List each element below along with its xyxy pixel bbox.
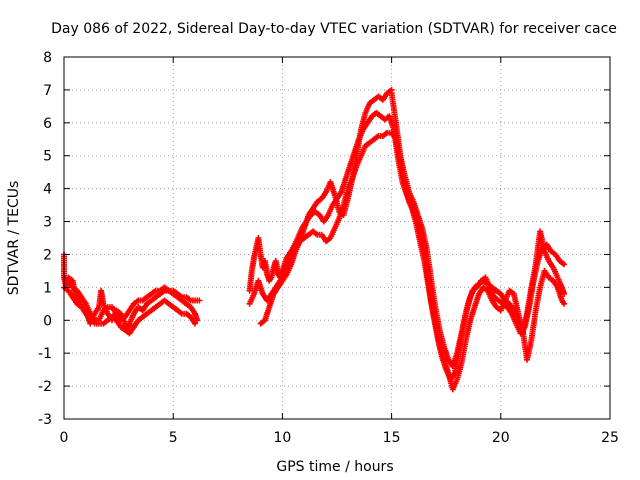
y-tick-label: 0 (43, 313, 52, 329)
y-tick-label: 3 (43, 215, 52, 231)
data-point (196, 297, 203, 304)
chart-title: Day 086 of 2022, Sidereal Day-to-day VTE… (51, 21, 617, 37)
plot-frame (63, 56, 611, 420)
x-tick-label: 0 (60, 430, 69, 446)
x-tick-label: 15 (383, 430, 401, 446)
y-tick-label: 6 (43, 116, 52, 132)
y-tick-label: -2 (38, 379, 52, 395)
x-tick-label: 25 (601, 430, 619, 446)
y-tick-label: -1 (38, 346, 52, 362)
data-point (561, 290, 568, 297)
data-point (561, 300, 568, 307)
y-tick-label: 8 (43, 50, 52, 66)
y-tick-label: 4 (43, 182, 52, 198)
y-axis-label: SDTVAR / TECUs (6, 181, 22, 296)
y-tick-label: 2 (43, 247, 52, 263)
data-points (61, 86, 568, 393)
x-tick-label: 10 (273, 430, 291, 446)
y-tick-label: 7 (43, 83, 52, 99)
x-tick-label: 5 (169, 430, 178, 446)
data-point (561, 261, 568, 268)
x-axis-label: GPS time / hours (276, 459, 393, 475)
y-tick-label: 5 (43, 149, 52, 165)
grid-lines (64, 57, 610, 419)
y-tick-label: 1 (43, 280, 52, 296)
axis-ticks: 0 5 10 15 20 25 -3 -2 -1 0 1 2 3 4 5 6 7 8 (38, 50, 619, 446)
data-point (192, 320, 198, 327)
x-tick-label: 20 (492, 430, 510, 446)
y-tick-label: -3 (38, 412, 52, 428)
